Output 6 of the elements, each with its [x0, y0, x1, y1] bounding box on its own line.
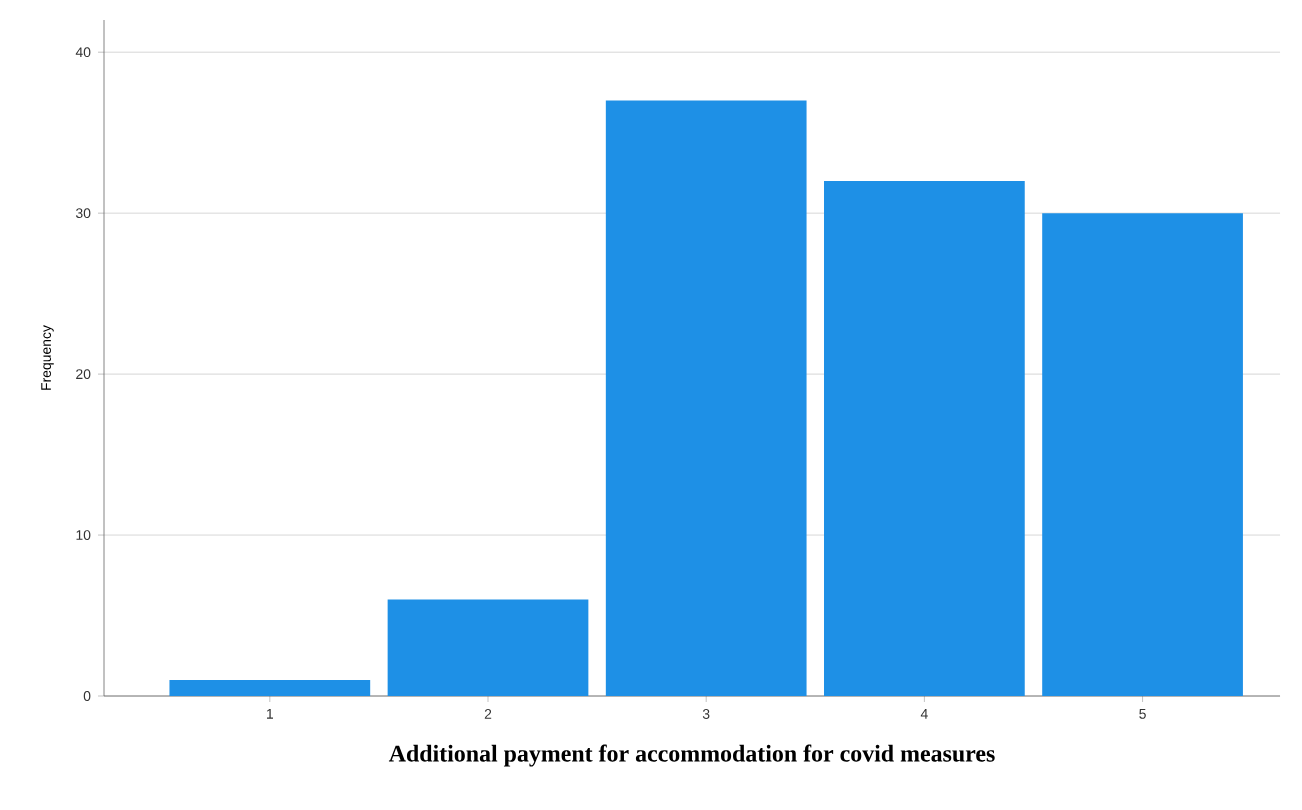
- bar: [387, 599, 589, 696]
- bar: [605, 100, 807, 696]
- bar: [1042, 213, 1243, 696]
- bar: [169, 679, 371, 696]
- bar: [824, 180, 1025, 696]
- x-axis-title: Additional payment for accommodation for covid measures: [388, 744, 995, 767]
